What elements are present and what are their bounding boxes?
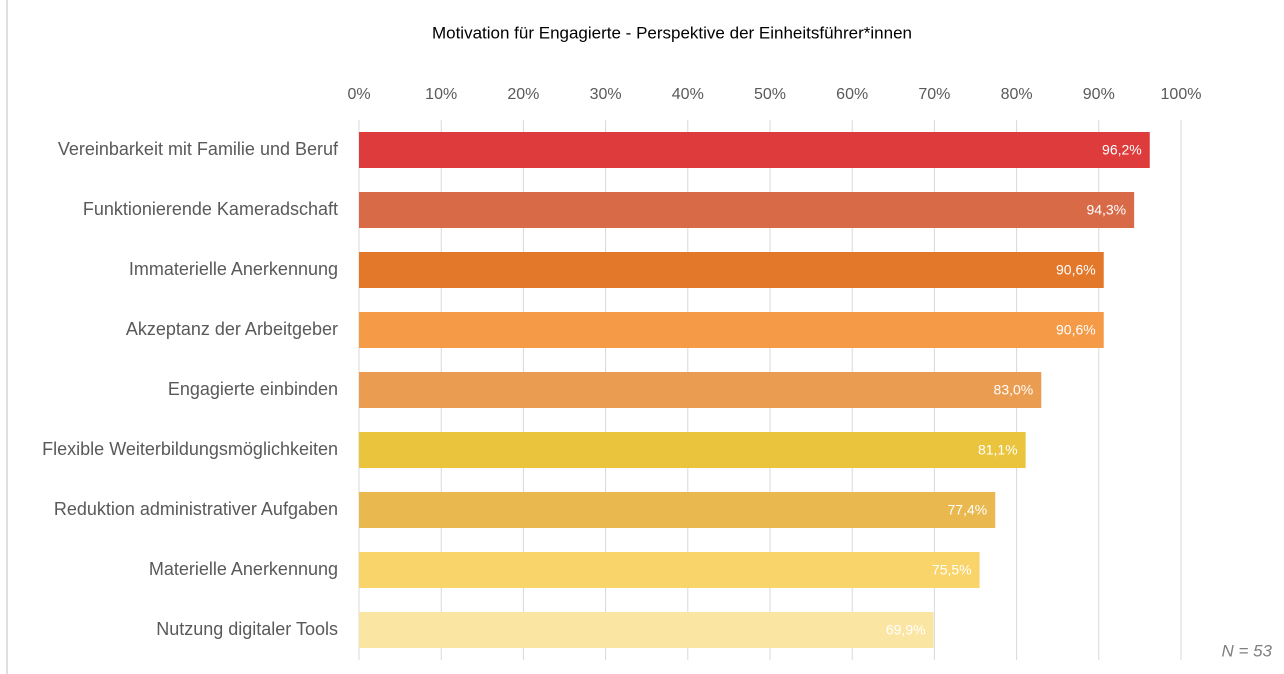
y-tick-label: Flexible Weiterbildungsmöglichkeiten [42, 439, 338, 459]
x-tick-label: 60% [836, 86, 868, 103]
bar [359, 312, 1104, 348]
y-tick-label: Engagierte einbinden [168, 379, 338, 399]
chart-title: Motivation für Engagierte - Perspektive … [432, 23, 912, 42]
x-tick-label: 90% [1083, 86, 1115, 103]
y-tick-label: Funktionierende Kameradschaft [83, 199, 338, 219]
bar [359, 252, 1104, 288]
y-tick-label: Akzeptanz der Arbeitgeber [126, 319, 338, 339]
y-tick-label: Materielle Anerkennung [149, 559, 338, 579]
value-label: 94,3% [1086, 202, 1126, 218]
x-tick-label: 30% [590, 86, 622, 103]
y-tick-label: Nutzung digitaler Tools [156, 619, 338, 639]
y-tick-label: Vereinbarkeit mit Familie und Beruf [58, 139, 339, 159]
bar [359, 372, 1042, 408]
value-label: 90,6% [1056, 262, 1096, 278]
value-label: 69,9% [886, 622, 926, 638]
value-label: 77,4% [948, 502, 988, 518]
bar [359, 132, 1150, 168]
value-label: 75,5% [932, 562, 972, 578]
x-tick-label: 70% [918, 86, 950, 103]
x-tick-label: 100% [1161, 86, 1202, 103]
x-tick-label: 80% [1001, 86, 1033, 103]
annotation: N = 53 [1221, 641, 1272, 660]
bar [359, 612, 934, 648]
y-tick-label: Reduktion administrativer Aufgaben [54, 499, 338, 519]
bar [359, 192, 1135, 228]
bar [359, 492, 996, 528]
x-tick-label: 50% [754, 86, 786, 103]
y-tick-label: Immaterielle Anerkennung [129, 259, 338, 279]
bar [359, 432, 1026, 468]
value-label: 96,2% [1102, 142, 1142, 158]
x-tick-label: 0% [347, 86, 370, 103]
bar [359, 552, 980, 588]
x-tick-label: 40% [672, 86, 704, 103]
value-label: 81,1% [978, 442, 1018, 458]
x-tick-label: 20% [507, 86, 539, 103]
value-label: 90,6% [1056, 322, 1096, 338]
value-label: 83,0% [994, 382, 1034, 398]
x-tick-label: 10% [425, 86, 457, 103]
